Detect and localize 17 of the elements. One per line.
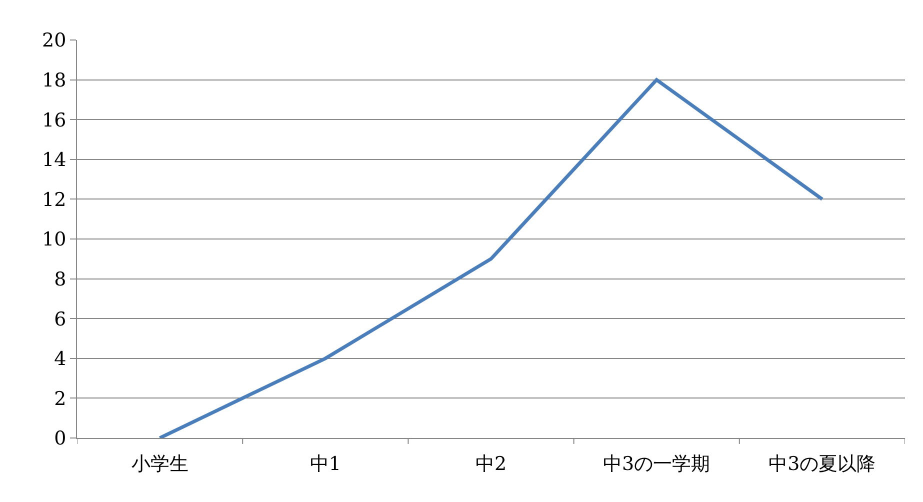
- x-tick-label: 小学生: [131, 452, 188, 475]
- x-tick-label: 中2: [475, 452, 507, 475]
- y-tick-label: 20: [42, 30, 66, 52]
- y-tick-label: 4: [54, 348, 66, 370]
- x-tick-label: 中3の夏以降: [768, 452, 876, 475]
- y-tick-label: 8: [54, 268, 66, 290]
- y-tick-label: 0: [54, 428, 66, 450]
- y-tick-label: 16: [42, 109, 66, 132]
- y-tick-label: 18: [42, 69, 66, 92]
- x-tick-label: 中3の一学期: [603, 452, 710, 475]
- y-tick-label: 10: [42, 228, 66, 251]
- y-tick-label: 2: [54, 388, 66, 410]
- line-series: [158, 78, 824, 438]
- y-tick-label: 6: [54, 308, 66, 330]
- x-tick-label: 中1: [310, 452, 341, 475]
- y-tick-label: 14: [42, 149, 66, 172]
- y-tick-label: 12: [42, 188, 66, 211]
